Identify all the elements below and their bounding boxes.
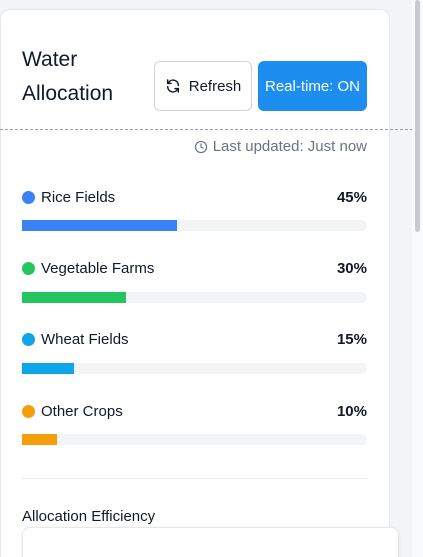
allocation-progress-track bbox=[22, 292, 367, 303]
allocation-row-vegetable: Vegetable Farms 30% bbox=[22, 257, 367, 279]
realtime-button-label: Real-time: ON bbox=[264, 77, 361, 95]
efficiency-panel bbox=[22, 527, 399, 557]
last-updated: Last updated: Just now bbox=[194, 138, 367, 155]
allocation-row-other: Other Crops 10% bbox=[22, 400, 367, 422]
amber-dot-icon bbox=[22, 404, 35, 418]
scrollbar-track[interactable] bbox=[412, 0, 423, 557]
allocation-progress-fill bbox=[22, 220, 178, 231]
allocation-row-rice: Rice Fields 45% bbox=[22, 186, 367, 208]
allocation-label: Wheat Fields bbox=[41, 330, 129, 348]
allocation-progress-track bbox=[22, 220, 367, 231]
refresh-icon bbox=[166, 79, 179, 93]
dashed-divider bbox=[0, 129, 423, 130]
refresh-button-label: Refresh bbox=[188, 77, 242, 95]
allocation-progress-fill bbox=[22, 292, 126, 303]
blue-dot-icon bbox=[22, 190, 35, 204]
allocation-progress-track bbox=[22, 434, 367, 445]
allocation-percent: 45% bbox=[336, 188, 367, 206]
realtime-toggle-button[interactable]: Real-time: ON bbox=[258, 61, 367, 111]
refresh-button[interactable]: Refresh bbox=[154, 61, 252, 111]
allocation-label: Rice Fields bbox=[41, 188, 116, 206]
allocation-percent: 10% bbox=[336, 402, 367, 420]
allocation-label: Other Crops bbox=[41, 402, 123, 420]
section-divider bbox=[22, 478, 367, 479]
allocation-progress-fill bbox=[22, 434, 57, 445]
green-dot-icon bbox=[22, 261, 35, 275]
allocation-percent: 30% bbox=[336, 259, 367, 277]
allocation-percent: 15% bbox=[336, 330, 367, 348]
allocation-label: Vegetable Farms bbox=[41, 259, 155, 277]
last-updated-text: Last updated: Just now bbox=[212, 138, 367, 155]
allocation-progress-track bbox=[22, 363, 367, 374]
allocation-efficiency-heading: Allocation Efficiency bbox=[22, 508, 156, 525]
allocation-row-wheat: Wheat Fields 15% bbox=[22, 328, 367, 350]
sky-dot-icon bbox=[22, 332, 35, 346]
clock-icon bbox=[194, 140, 207, 153]
card-title: Water Allocation bbox=[22, 48, 114, 105]
scrollbar-thumb[interactable] bbox=[415, 0, 420, 232]
allocation-progress-fill bbox=[22, 363, 74, 374]
